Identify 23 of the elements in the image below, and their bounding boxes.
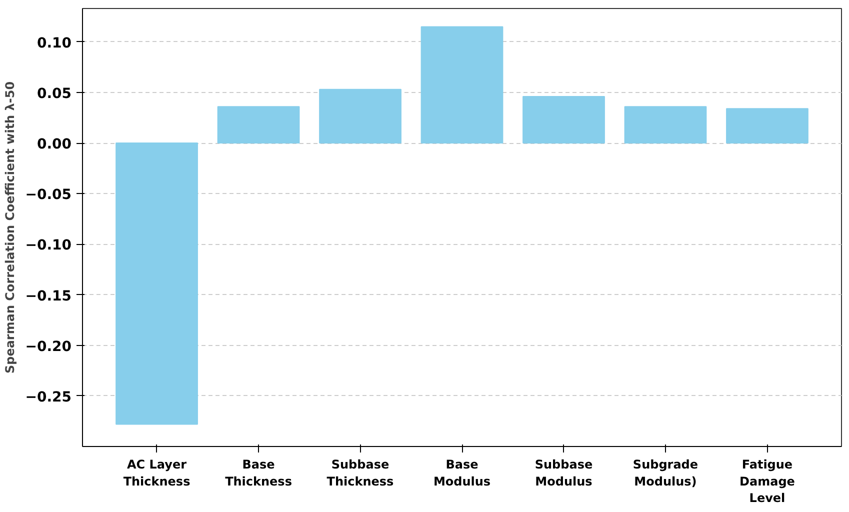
x-tick-label: Fatigue Damage Level xyxy=(740,458,795,506)
x-tick-label: Subgrade Modulus) xyxy=(632,458,698,488)
y-tick-label: −0.15 xyxy=(25,288,72,304)
x-tick-label: AC Layer Thickness xyxy=(123,458,190,488)
y-tick-label: 0.05 xyxy=(36,86,72,102)
y-tick-label: −0.20 xyxy=(25,338,72,355)
bar xyxy=(116,142,198,425)
y-tick-label: 0.00 xyxy=(36,136,72,153)
y-tick-label: −0.10 xyxy=(25,238,72,254)
bar xyxy=(217,106,300,144)
x-tick-label: Base Modulus xyxy=(433,458,491,488)
y-tick-label: 0.10 xyxy=(36,35,72,52)
y-tick-label: −0.05 xyxy=(25,187,72,204)
bar xyxy=(624,106,707,144)
bar xyxy=(319,88,402,144)
bar xyxy=(420,26,504,144)
bar xyxy=(522,96,605,144)
bar xyxy=(726,108,808,144)
y-axis-title: Spearman Correlation Coefficient with λ-50 xyxy=(3,81,18,374)
x-tick-label: Base Thickness xyxy=(225,458,292,488)
x-tick-label: Subbase Modulus xyxy=(534,458,593,488)
x-tick-label: Subbase Thickness xyxy=(326,458,394,488)
y-tick-label: −0.25 xyxy=(25,389,72,406)
